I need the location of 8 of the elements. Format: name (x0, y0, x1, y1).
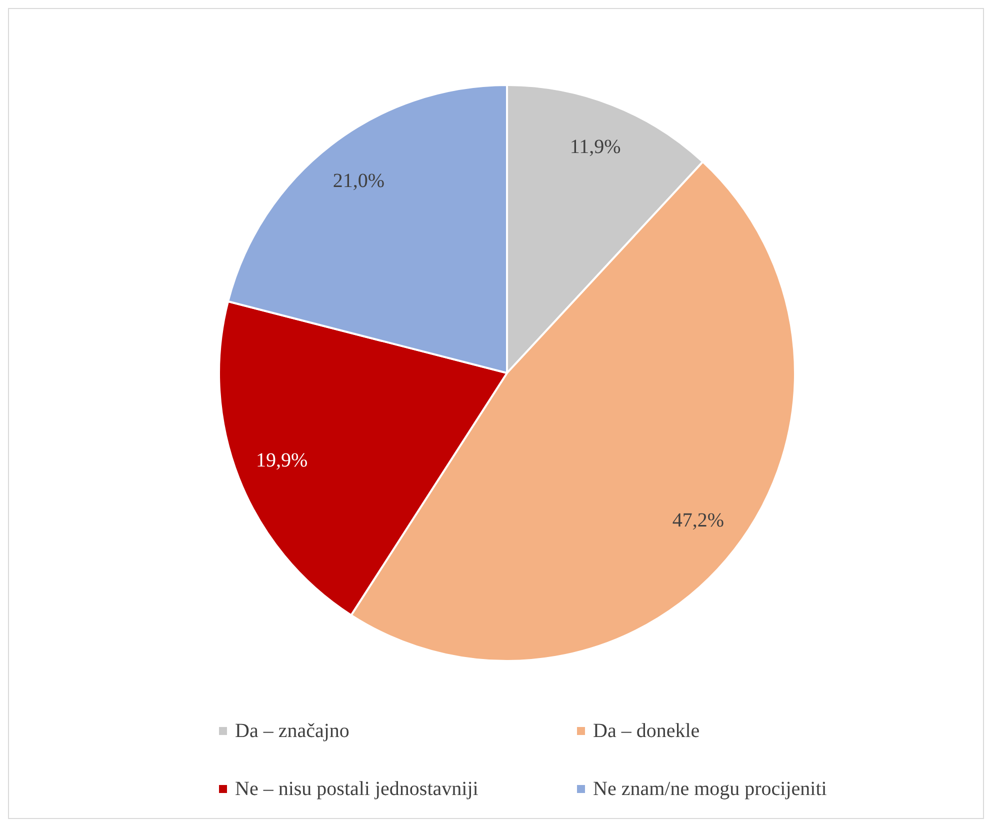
legend-label: Ne znam/ne mogu procijeniti (593, 778, 827, 800)
legend-label: Da – donekle (593, 720, 700, 742)
data-label: 21,0% (332, 170, 385, 192)
data-label: 11,9% (570, 136, 621, 158)
legend-label: Ne – nisu postali jednostavniji (235, 778, 478, 800)
data-label: 19,9% (256, 450, 308, 472)
legend-label: Da – značajno (235, 720, 350, 742)
data-label: 47,2% (672, 510, 724, 532)
